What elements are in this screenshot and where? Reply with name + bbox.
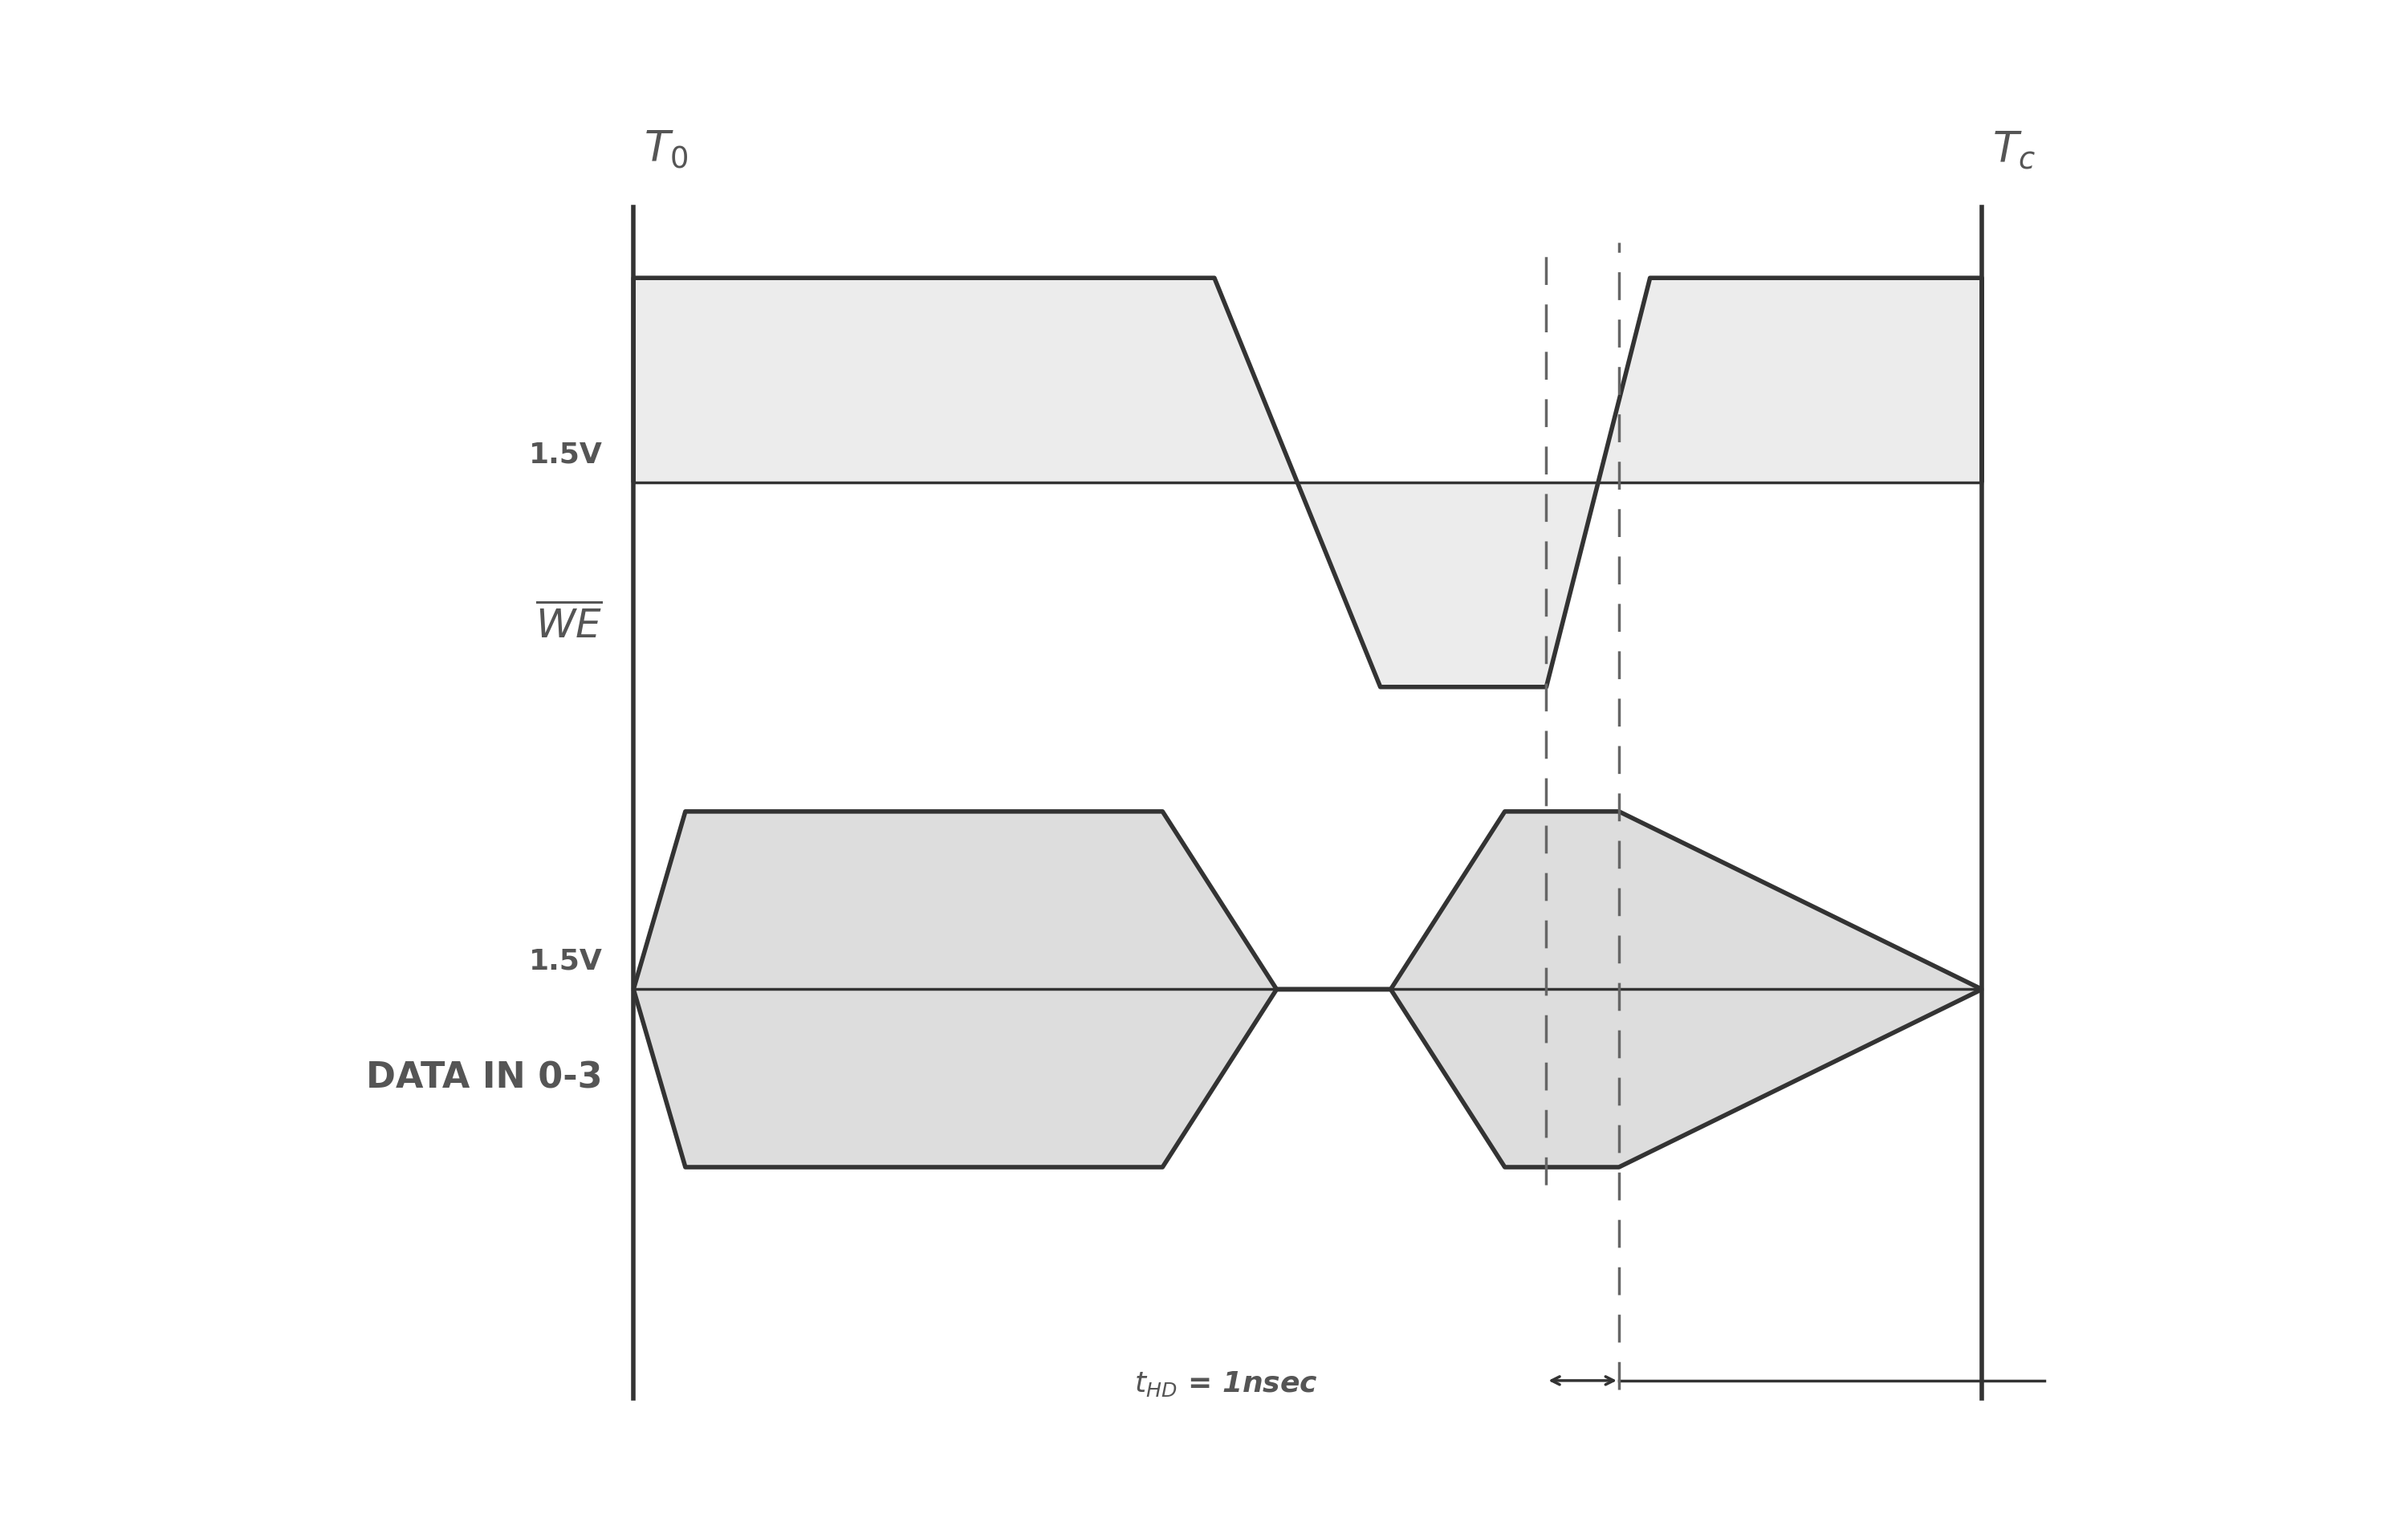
Polygon shape: [633, 278, 1982, 687]
Text: 1.5V: 1.5V: [530, 948, 602, 976]
Text: $T_0$: $T_0$: [643, 129, 689, 172]
Polygon shape: [633, 811, 1982, 1167]
Text: $t_{HD}$ = 1nsec: $t_{HD}$ = 1nsec: [1134, 1370, 1317, 1399]
Text: DATA IN 0-3: DATA IN 0-3: [366, 1062, 602, 1095]
Text: $T_c$: $T_c$: [1991, 129, 2035, 172]
Text: $\overline{WE}$: $\overline{WE}$: [535, 604, 602, 646]
Text: 1.5V: 1.5V: [530, 440, 602, 468]
